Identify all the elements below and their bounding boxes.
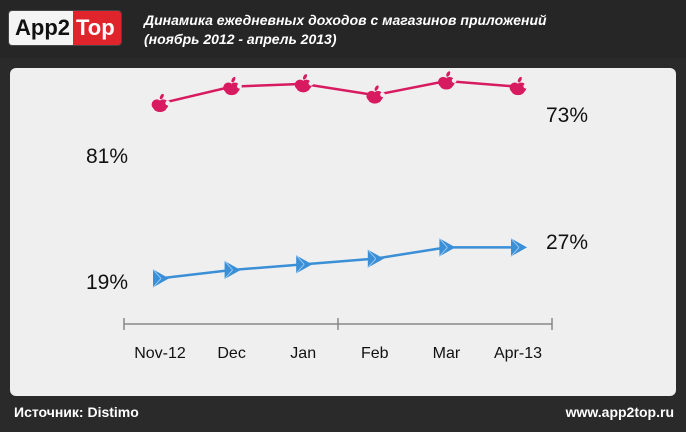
google-play-icon [224,260,241,280]
apple-icon [438,71,457,90]
series-line-ios [159,79,519,105]
annotation-google-start: 19% [86,271,128,294]
google-play-icon [295,254,313,274]
header: App2 Top Динамика ежедневных доходов с м… [0,0,686,58]
apple-icon [223,76,242,96]
app2top-logo[interactable]: App2 Top [8,10,122,46]
annotation-ios-end: 73% [546,104,588,127]
google-play-icon [152,269,169,288]
title-line-2: (ноябрь 2012 - апрель 2013) [144,31,337,47]
footer: Источник: Distimo www.app2top.ru [0,398,686,432]
logo-app-text: App2 [9,11,73,45]
chart-title: Динамика ежедневных доходов с магазинов … [144,11,547,49]
x-tick-label: Jan [290,345,316,362]
google-play-icon [510,238,527,257]
series-line-google-play [159,246,518,280]
x-tick-label: Mar [433,345,461,362]
source-label: Источник: Distimo [14,404,139,420]
apple-icon [366,85,385,104]
annotation-google-end: 27% [546,231,588,254]
apple-icon [294,74,314,93]
logo-top-text: Top [73,11,121,45]
annotation-ios-start: 81% [86,145,128,168]
website-link[interactable]: www.app2top.ru [565,404,674,420]
x-tick-label: Feb [361,345,389,362]
x-tick-label: Dec [217,345,245,362]
apple-icon [509,76,529,96]
title-line-1: Динамика ежедневных доходов с магазинов … [144,12,547,28]
google-play-icon [439,238,456,257]
x-tick-label: Nov-12 [134,345,186,362]
chart-panel [10,68,676,396]
google-play-icon [367,249,384,269]
apple-icon [151,93,171,113]
x-tick-label: Apr-13 [494,345,542,362]
